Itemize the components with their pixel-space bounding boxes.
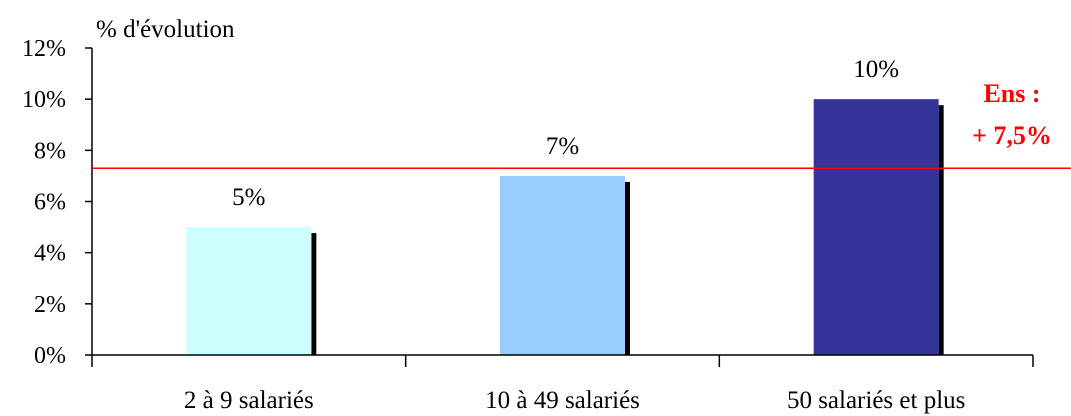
data-label: 10% <box>853 56 899 83</box>
x-axis: 2 à 9 salariés 10 à 49 salariés 50 salarié… <box>91 354 1034 414</box>
x-tick-label: 10 à 49 salariés <box>485 387 640 414</box>
y-tick-label: 10% <box>22 87 66 113</box>
bar <box>813 99 939 356</box>
x-tick-label: 50 salariés et plus <box>787 387 965 414</box>
y-tick-label: 4% <box>34 241 66 267</box>
bar <box>500 175 625 355</box>
y-tick-label: 0% <box>34 343 66 369</box>
bar-shadow <box>938 105 944 356</box>
bar <box>186 227 312 355</box>
y-tick-label: 6% <box>34 190 66 216</box>
y-axis-title: % d'évolution <box>96 16 235 43</box>
y-tick-label: 8% <box>34 138 66 164</box>
y-axis-ticks: 0% 2% 4% 6% 8% 10% 12% <box>22 36 92 369</box>
bar-shadow <box>311 233 317 355</box>
y-tick-label: 2% <box>34 292 66 318</box>
data-label: 5% <box>232 184 265 211</box>
bars: 5% 7% 10% <box>186 56 944 356</box>
bar-shadow <box>625 181 630 355</box>
reference-label-line1: Ens : <box>983 79 1040 108</box>
reference-label-line2: + 7,5% <box>972 121 1052 150</box>
x-tick-label: 2 à 9 salariés <box>184 387 314 414</box>
y-tick-label: 12% <box>22 36 66 62</box>
data-label: 7% <box>546 133 579 160</box>
